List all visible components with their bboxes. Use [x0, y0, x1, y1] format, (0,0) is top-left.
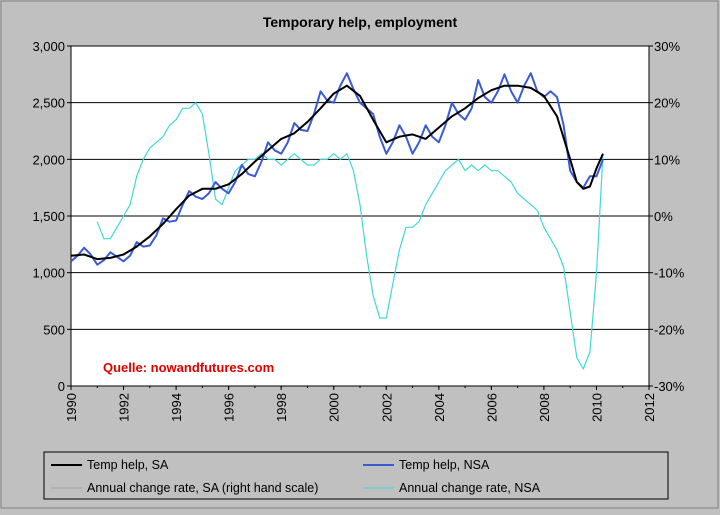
x-tick-label: 1998 [274, 393, 289, 422]
legend-label-annual-nsa: Annual change rate, NSA [399, 481, 541, 495]
x-tick-label: 1992 [117, 393, 132, 422]
series-line-sa [70, 84, 604, 261]
y2-tick-label: -10% [654, 266, 685, 281]
y2-tick-label: 20% [654, 96, 680, 111]
x-tick-label: 2008 [537, 393, 552, 422]
y-tick-label: 3,000 [32, 39, 65, 54]
series-line-annual-nsa [96, 102, 604, 370]
x-tick-label: 1996 [222, 393, 237, 422]
x-tick-label: 2002 [379, 393, 394, 422]
x-tick-label: 2000 [327, 393, 342, 422]
y-tick-label: 2,500 [32, 96, 65, 111]
x-tick-label: 2006 [484, 393, 499, 422]
y2-tick-label: 10% [654, 152, 680, 167]
axes: 0 500 1,000 1,500 2,000 2,500 3,000 -30% -20% -10… [32, 39, 684, 422]
x-tick-label: 2004 [432, 393, 447, 422]
x-tick-label: 1994 [169, 393, 184, 422]
y-tick-label: 1,000 [32, 266, 65, 281]
y2-tick-label: 30% [654, 39, 680, 54]
legend-label-sa: Temp help, SA [87, 458, 169, 472]
y-tick-label: 2,000 [32, 152, 65, 167]
y-tick-label: 1,500 [32, 209, 65, 224]
y-tick-label: 500 [43, 322, 65, 337]
legend: Temp help, SA Temp help, NSA Annual chan… [43, 451, 669, 500]
source-note: Quelle: nowandfutures.com [103, 360, 274, 375]
x-tick-label: 2012 [642, 393, 657, 422]
legend-label-nsa: Temp help, NSA [399, 458, 490, 472]
y-tick-label: 0 [58, 379, 65, 394]
legend-box [43, 451, 669, 500]
y2-tick-label: 0% [654, 209, 673, 224]
chart-title: Temporary help, employment [263, 14, 458, 30]
legend-label-annual-sa: Annual change rate, SA (right hand scale… [87, 481, 318, 495]
y2-tick-label: -20% [654, 322, 685, 337]
series-lines [70, 72, 604, 370]
x-tick-label: 1990 [64, 393, 79, 422]
x-tick-label: 2010 [589, 393, 604, 422]
y2-tick-label: -30% [654, 379, 685, 394]
